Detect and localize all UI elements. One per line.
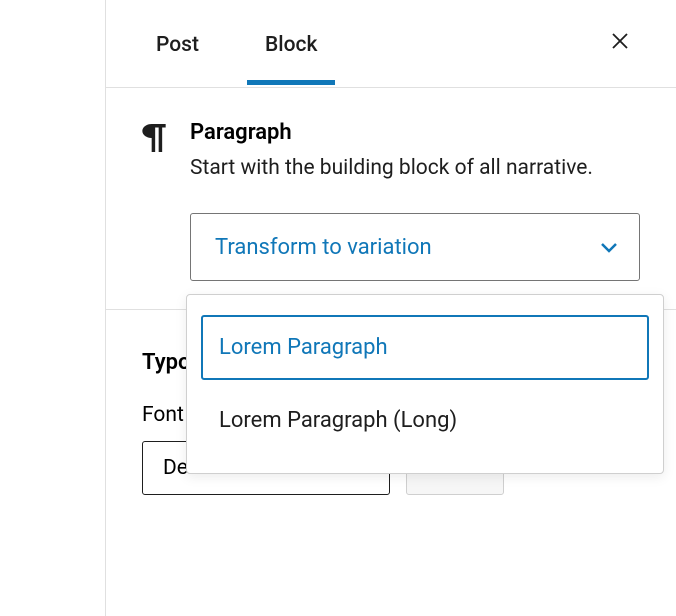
variation-option[interactable]: Lorem Paragraph [201,315,649,380]
variation-select-label: Transform to variation [215,235,432,260]
block-header: Paragraph Start with the building block … [106,88,676,310]
block-title: Paragraph [190,120,640,145]
chevron-down-icon [597,235,621,259]
variation-popover: Lorem Paragraph Lorem Paragraph (Long) [186,294,664,474]
paragraph-icon [142,120,166,281]
left-gutter [0,0,106,616]
variation-select[interactable]: Transform to variation [190,213,640,281]
close-icon[interactable] [596,19,644,68]
block-description: Start with the building block of all nar… [190,153,640,183]
tab-post[interactable]: Post [138,3,217,85]
inspector-tabs: Post Block [106,0,676,88]
inspector-panel: Post Block Paragraph Start with the buil… [106,0,676,616]
tab-block[interactable]: Block [247,3,335,85]
block-info: Paragraph Start with the building block … [190,120,640,281]
variation-option[interactable]: Lorem Paragraph (Long) [201,388,649,453]
